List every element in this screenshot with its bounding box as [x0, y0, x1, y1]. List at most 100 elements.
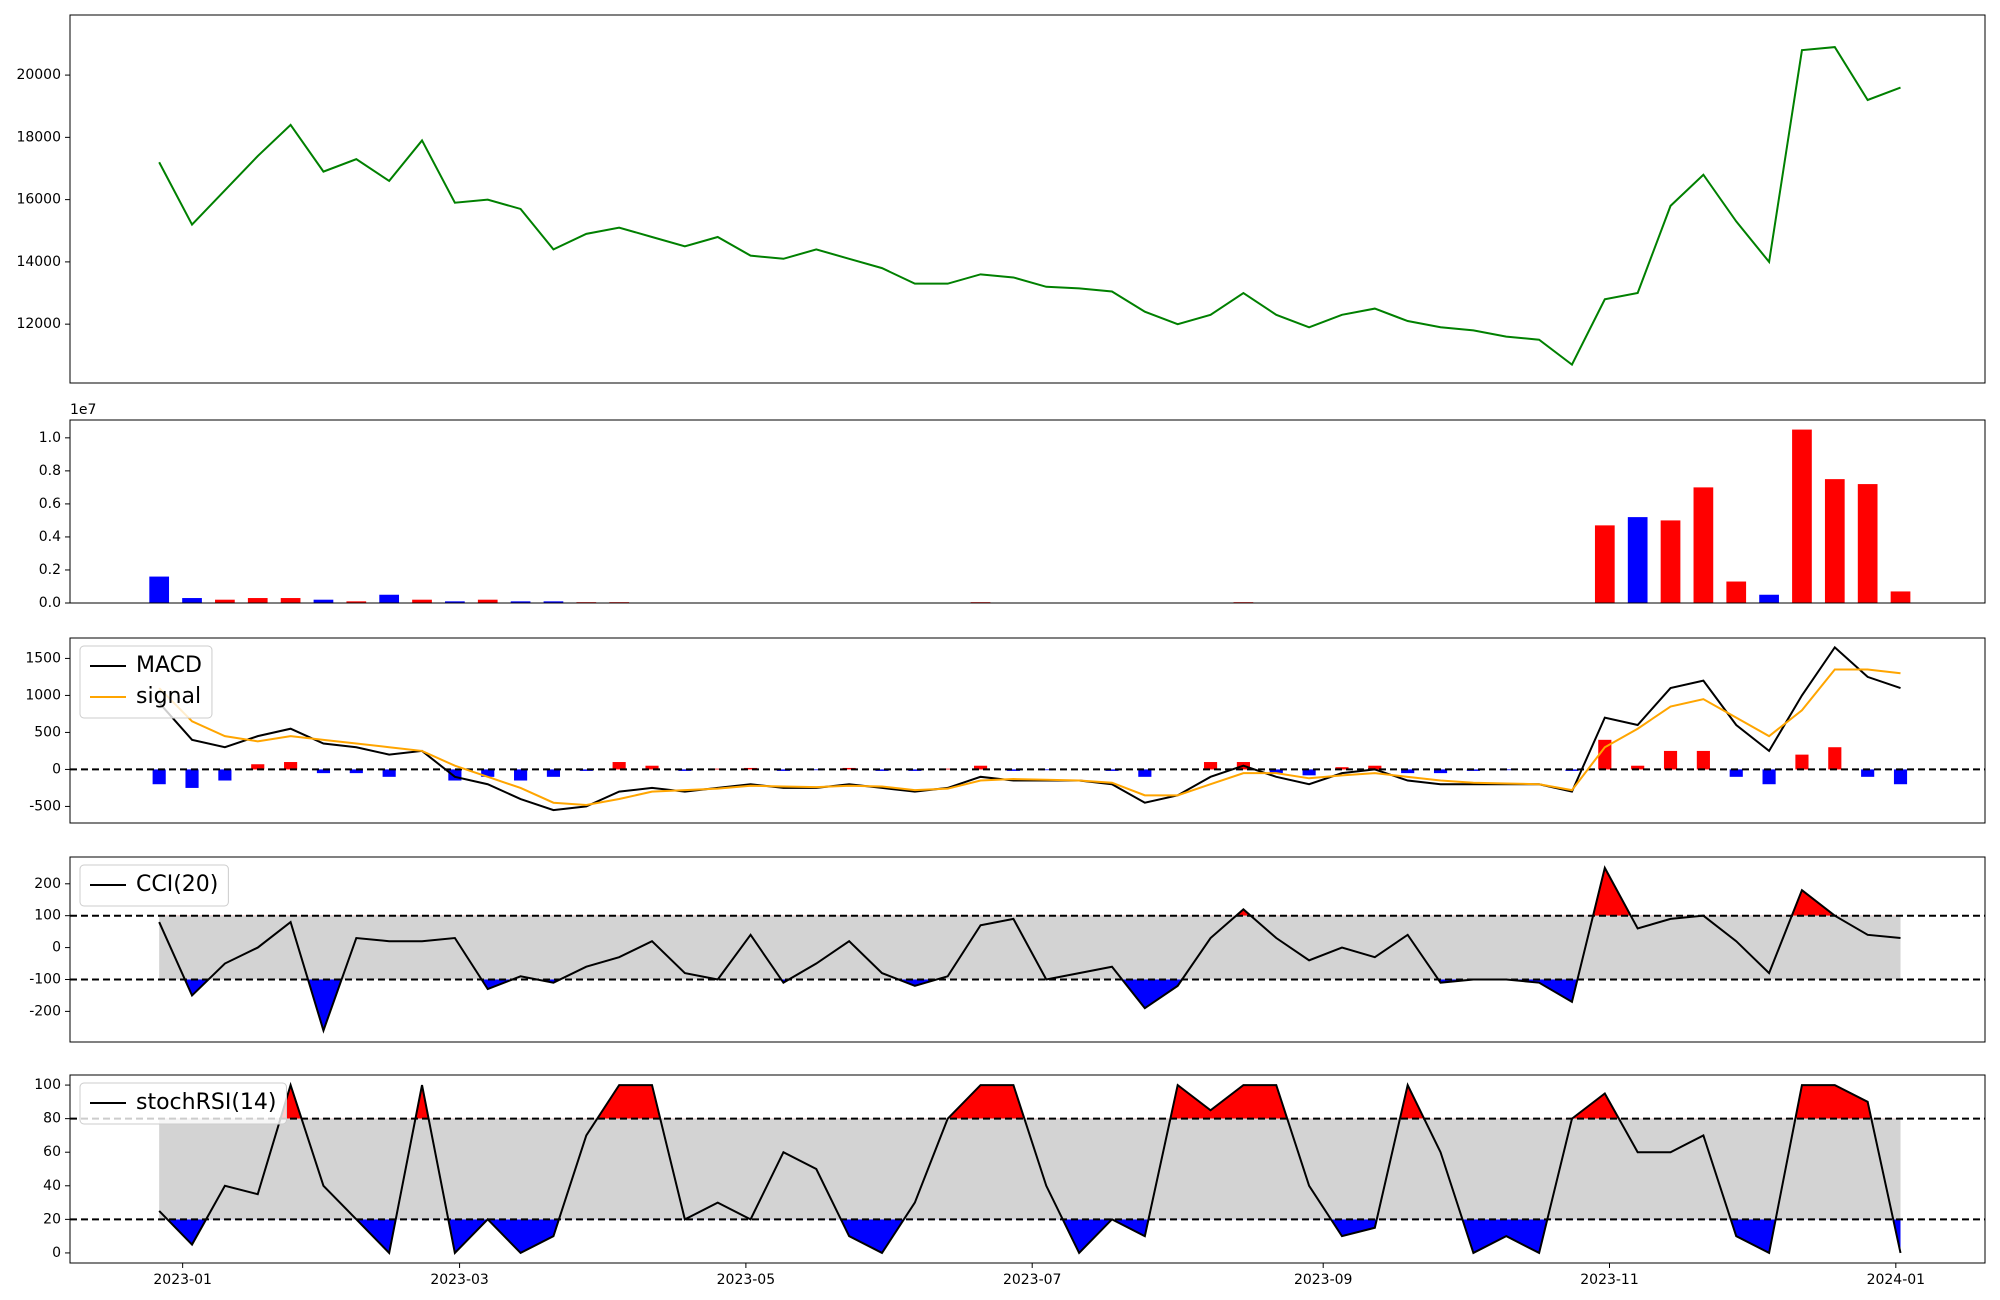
legend: CCI(20): [79, 864, 229, 907]
plot-frame: [69, 14, 1986, 384]
y-tick-label: 0: [52, 1245, 61, 1261]
histogram-bar: [1401, 769, 1415, 774]
histogram-bar: [1598, 739, 1612, 770]
histogram-bar: [1302, 769, 1316, 776]
legend: MACD signal: [79, 645, 213, 719]
legend-label: CCI(20): [136, 872, 218, 897]
x-tick-label: 2023-11: [1580, 1272, 1639, 1288]
y-tick-label: 0: [52, 940, 61, 956]
plot-frame: [69, 1074, 1986, 1264]
histogram-bar: [1433, 769, 1448, 774]
panel: 12000 14000 16000 18000 20000: [16, 14, 1986, 384]
y-tick-label: 0.4: [39, 529, 61, 545]
histogram-bar: [1631, 765, 1645, 770]
histogram-bar: [1762, 769, 1776, 785]
y-tick-label: 100: [34, 908, 61, 924]
y-tick-label: 60: [43, 1144, 61, 1160]
histogram-bar: [1729, 769, 1743, 777]
legend-label: MACD: [136, 653, 202, 678]
volume-bar: [510, 601, 531, 603]
volume-bar: [313, 599, 334, 603]
x-tick-label: 2024-01: [1867, 1272, 1926, 1288]
volume-bar: [280, 598, 301, 603]
y-tick-label: -100: [29, 971, 61, 987]
histogram-bar: [1105, 769, 1119, 771]
histogram-bar: [316, 769, 331, 774]
histogram-bar: [1368, 765, 1382, 770]
y-tick-label: 0.6: [39, 496, 61, 512]
volume-bar: [379, 594, 400, 603]
histogram-bar: [612, 762, 626, 770]
volume-bar: [1693, 487, 1714, 603]
legend-label: signal: [136, 684, 201, 709]
series-line: [158, 46, 1901, 367]
x-tick-label: 2023-09: [1294, 1272, 1353, 1288]
y-tick-label: 0.0: [39, 595, 61, 611]
legend-box: [79, 1082, 287, 1125]
histogram-bar: [251, 764, 265, 770]
volume-bar: [1890, 591, 1911, 603]
y-tick-label: -500: [29, 798, 61, 814]
y-tick-label: 1000: [25, 687, 61, 703]
y-tick-label: 12000: [16, 316, 61, 332]
x-tick-label: 2023-05: [717, 1272, 776, 1288]
histogram-bar: [218, 769, 232, 781]
y-tick-label: 500: [34, 724, 61, 740]
histogram-bar: [678, 769, 692, 771]
histogram-bar: [349, 769, 363, 774]
plot-frame: [69, 419, 1986, 604]
histogram-bar: [1039, 769, 1053, 771]
histogram-bar: [1828, 747, 1842, 770]
y-tick-label: 20000: [16, 67, 61, 83]
volume-bar: [412, 599, 432, 603]
volume-bar: [543, 601, 564, 603]
y-tick-label: 20: [43, 1211, 61, 1227]
y-tick-label: 40: [43, 1178, 61, 1194]
x-tick-label: 2023-03: [430, 1272, 489, 1288]
series-line: [158, 668, 1901, 806]
histogram-bar: [1861, 769, 1875, 777]
series-line: [158, 1081, 1902, 1255]
histogram-bar: [514, 769, 528, 781]
volume-bar: [1627, 517, 1648, 603]
plot-frame: [69, 637, 1986, 824]
histogram-bar: [152, 769, 166, 785]
plot-frame: [69, 856, 1986, 1043]
y-tick-label: 100: [34, 1077, 61, 1093]
volume-bar: [1726, 581, 1747, 603]
panel: 0 20 40 60 80 100 2023-01 2023-03 2023-05 2023-07…: [34, 1074, 1986, 1288]
y-tick-label: 1.0: [39, 430, 61, 446]
histogram-bar: [809, 769, 823, 771]
histogram-bar: [185, 769, 199, 788]
y-tick-label: 16000: [16, 192, 61, 208]
histogram-bar: [546, 769, 561, 777]
panel: -500 0 500 1000 1500 MACD signal: [25, 637, 1986, 824]
y-tick-label: 0.2: [39, 562, 61, 578]
volume-bar: [445, 601, 465, 603]
histogram-bar: [908, 769, 922, 771]
histogram-bar: [711, 768, 725, 770]
y-tick-label: 200: [34, 876, 61, 892]
y-tick-label: 18000: [16, 129, 61, 145]
histogram-bar: [842, 767, 856, 770]
volume-bar: [1824, 479, 1845, 603]
histogram-bar: [1696, 750, 1710, 770]
volume-bar: [247, 598, 268, 603]
panel: 0.0 0.2 0.4 0.6 0.8 1.0 1e7: [39, 402, 1986, 611]
histogram-bar: [1203, 762, 1218, 770]
oversold-fill: [159, 979, 1901, 1031]
panel: -200 -100 0 100 200 CCI(20): [29, 856, 1986, 1043]
series-line: [158, 645, 1901, 812]
volume-bar: [1759, 594, 1779, 603]
oversold-fill: [159, 1219, 1901, 1253]
y-tick-label: 80: [43, 1111, 61, 1127]
legend-label: stochRSI(14): [136, 1090, 277, 1115]
histogram-bar: [579, 769, 593, 771]
y-tick-label: 1500: [25, 650, 61, 666]
histogram-bar: [382, 769, 396, 777]
histogram-bar: [284, 762, 298, 770]
axis-offset: 1e7: [70, 402, 96, 418]
histogram-bar: [973, 765, 988, 770]
legend-box: [79, 864, 229, 907]
histogram-bar: [1269, 769, 1283, 774]
